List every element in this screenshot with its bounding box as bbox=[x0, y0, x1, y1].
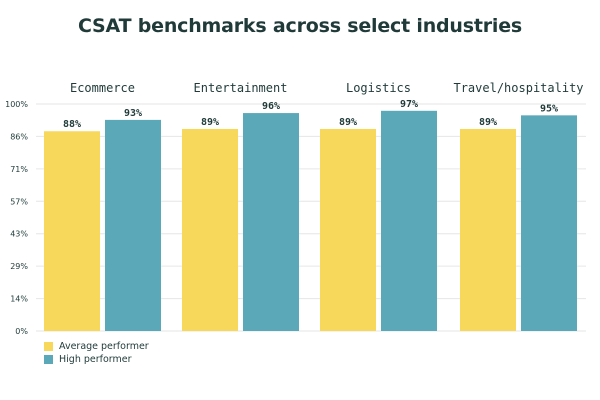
bars: 88% 93% 89% 96% 89% 97% 89% 95% bbox=[44, 99, 577, 331]
bar-data-label: 88% bbox=[63, 119, 81, 130]
legend-swatch-high bbox=[44, 355, 53, 364]
y-tick-label: 14% bbox=[10, 295, 28, 304]
bar-data-label: 95% bbox=[540, 103, 558, 114]
bar-high bbox=[105, 119, 161, 331]
bar-high bbox=[243, 113, 299, 331]
y-tick-label: 43% bbox=[10, 230, 28, 239]
legend: Average performer High performer bbox=[44, 340, 149, 366]
legend-label-average: Average performer bbox=[59, 341, 149, 352]
legend-label-high: High performer bbox=[59, 354, 132, 365]
bar-data-label: 89% bbox=[201, 117, 219, 128]
bar-average bbox=[320, 128, 376, 331]
bar-data-label: 89% bbox=[479, 117, 497, 128]
y-tick-label: 29% bbox=[10, 262, 28, 271]
category-label: Ecommerce bbox=[70, 81, 135, 95]
y-axis-ticks: 0% 14% 29% 43% 57% 71% 86% 100% bbox=[5, 100, 28, 336]
bar-data-label: 93% bbox=[124, 108, 142, 119]
y-tick-label: 86% bbox=[10, 132, 28, 141]
bar-data-label: 89% bbox=[339, 117, 357, 128]
legend-swatch-average bbox=[44, 342, 53, 351]
bar-average bbox=[460, 128, 516, 331]
bar-data-label: 97% bbox=[400, 99, 418, 110]
category-label: Travel/hospitality bbox=[453, 81, 583, 95]
bar-high bbox=[381, 110, 437, 331]
legend-item-average: Average performer bbox=[44, 340, 149, 353]
chart-title: CSAT benchmarks across select industries bbox=[77, 15, 523, 37]
bar-data-label: 96% bbox=[262, 101, 280, 112]
y-tick-label: 0% bbox=[15, 327, 28, 336]
y-tick-label: 100% bbox=[5, 100, 28, 109]
category-labels: Ecommerce Entertainment Logistics Travel/ho… bbox=[70, 81, 584, 95]
bar-average bbox=[182, 128, 238, 331]
y-tick-label: 57% bbox=[10, 197, 28, 206]
bar-high bbox=[521, 115, 577, 331]
bar-average bbox=[44, 131, 100, 331]
y-tick-label: 71% bbox=[10, 165, 28, 174]
legend-item-high: High performer bbox=[44, 353, 149, 366]
category-label: Logistics bbox=[346, 81, 411, 95]
category-label: Entertainment bbox=[194, 81, 288, 95]
